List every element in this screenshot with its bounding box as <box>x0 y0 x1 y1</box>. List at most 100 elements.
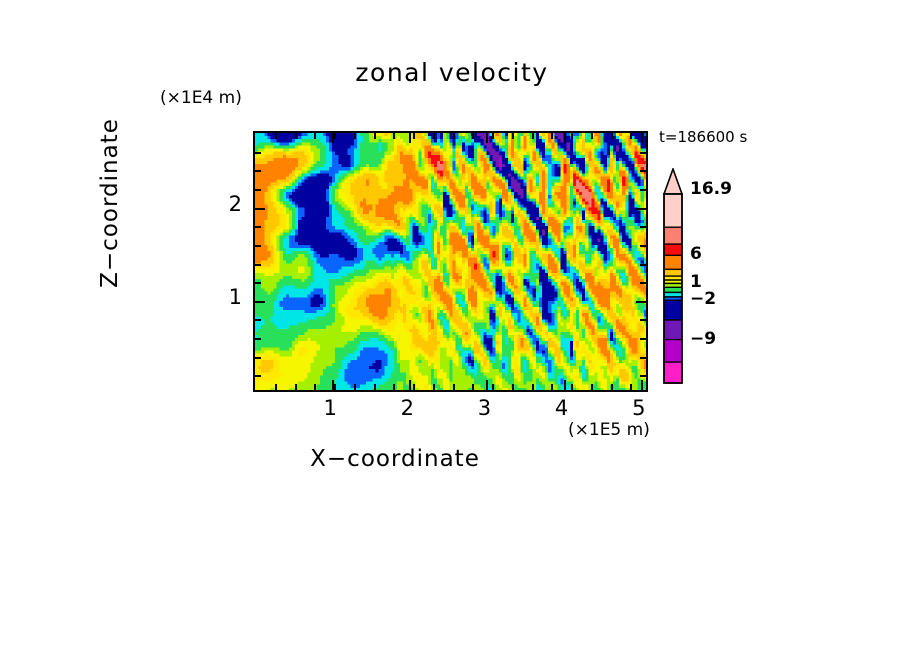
axis-tick <box>255 170 261 172</box>
axis-tick <box>640 319 646 321</box>
x-axis-title: X−coordinate <box>310 446 480 472</box>
axis-tick <box>332 133 334 143</box>
axis-tick <box>255 301 265 303</box>
axis-tick <box>374 133 376 139</box>
y-tick-label: 1 <box>228 285 242 310</box>
x-axis-unit-label: (×1E5 m) <box>568 420 650 440</box>
axis-tick <box>636 301 646 303</box>
axis-tick <box>640 357 646 359</box>
axis-tick <box>611 384 613 390</box>
axis-tick <box>571 133 573 139</box>
axis-tick <box>640 338 646 340</box>
axis-tick <box>486 133 488 143</box>
page-title: zonal velocity <box>355 58 549 87</box>
axis-tick <box>532 133 534 139</box>
axis-tick <box>275 384 277 390</box>
colorbar-band <box>664 227 682 245</box>
axis-tick <box>334 133 336 139</box>
axis-tick <box>551 133 553 139</box>
axis-tick <box>640 226 646 228</box>
axis-tick <box>354 133 356 139</box>
colorbar-bands <box>663 168 683 384</box>
axis-tick <box>413 384 415 390</box>
axis-tick <box>512 384 514 390</box>
colorbar-tick-label: 16.9 <box>690 179 732 199</box>
x-tick-label: 1 <box>323 396 337 420</box>
axis-tick <box>640 264 646 266</box>
axis-tick <box>472 133 474 139</box>
axis-tick <box>433 133 435 139</box>
axis-tick <box>512 133 514 139</box>
x-tick-label: 3 <box>477 396 492 420</box>
y-tick-label: 2 <box>228 192 242 217</box>
axis-tick <box>255 189 261 191</box>
axis-tick <box>334 384 336 390</box>
axis-tick <box>255 208 265 210</box>
colorbar-band <box>664 283 682 288</box>
x-tick-label: 5 <box>632 396 646 420</box>
axis-tick <box>641 380 643 390</box>
axis-tick <box>551 384 553 390</box>
axis-tick <box>640 282 646 284</box>
colorbar-band <box>664 194 682 228</box>
axis-tick <box>630 133 632 139</box>
axis-tick <box>571 384 573 390</box>
axis-tick <box>374 384 376 390</box>
colorbar-tick-label: 6 <box>690 244 702 265</box>
axis-tick <box>255 264 261 266</box>
axis-tick <box>295 133 297 139</box>
colorbar-band <box>664 287 682 293</box>
colorbar-tick-label: −9 <box>690 328 717 349</box>
axis-tick <box>409 133 411 143</box>
axis-tick <box>532 384 534 390</box>
x-tick-label: 4 <box>554 396 569 420</box>
colorbar-band <box>664 319 682 340</box>
colorbar-band <box>664 276 682 280</box>
axis-tick <box>393 133 395 139</box>
axis-tick <box>255 226 261 228</box>
x-tick-label: 2 <box>400 396 414 420</box>
colorbar-band <box>664 339 682 363</box>
axis-tick <box>636 208 646 210</box>
axis-tick <box>255 357 261 359</box>
y-axis-title: Z−coordinate <box>97 118 123 288</box>
axis-tick <box>591 384 593 390</box>
colorbar-tick-label: −2 <box>690 289 717 310</box>
contour-plot-area <box>253 131 648 392</box>
axis-tick <box>630 384 632 390</box>
axis-tick <box>611 133 613 139</box>
axis-tick <box>640 245 646 247</box>
axis-tick <box>255 375 261 377</box>
axis-tick <box>393 384 395 390</box>
axis-tick <box>409 380 411 390</box>
axis-tick <box>564 380 566 390</box>
axis-tick <box>486 380 488 390</box>
y-axis-unit-label: (×1E4 m) <box>160 88 242 108</box>
colorbar-arrow-top <box>663 168 683 195</box>
axis-tick <box>314 384 316 390</box>
colorbar-tick-label: 1 <box>690 272 702 293</box>
axis-tick <box>255 152 261 154</box>
axis-tick <box>492 133 494 139</box>
colorbar-band <box>664 280 682 284</box>
colorbar-band <box>664 362 682 384</box>
axis-tick <box>295 384 297 390</box>
axis-tick <box>564 133 566 143</box>
axis-tick <box>640 170 646 172</box>
contour-field <box>255 133 646 390</box>
axis-tick <box>433 384 435 390</box>
colorbar <box>663 168 683 384</box>
axis-tick <box>641 133 643 143</box>
axis-tick <box>492 384 494 390</box>
axis-tick <box>640 152 646 154</box>
axis-tick <box>591 133 593 139</box>
axis-tick <box>255 282 261 284</box>
axis-tick <box>453 133 455 139</box>
axis-tick <box>640 375 646 377</box>
axis-tick <box>255 319 261 321</box>
axis-tick <box>640 189 646 191</box>
axis-tick <box>255 245 261 247</box>
colorbar-band <box>664 255 682 270</box>
axis-tick <box>314 133 316 139</box>
colorbar-outline <box>663 193 683 384</box>
